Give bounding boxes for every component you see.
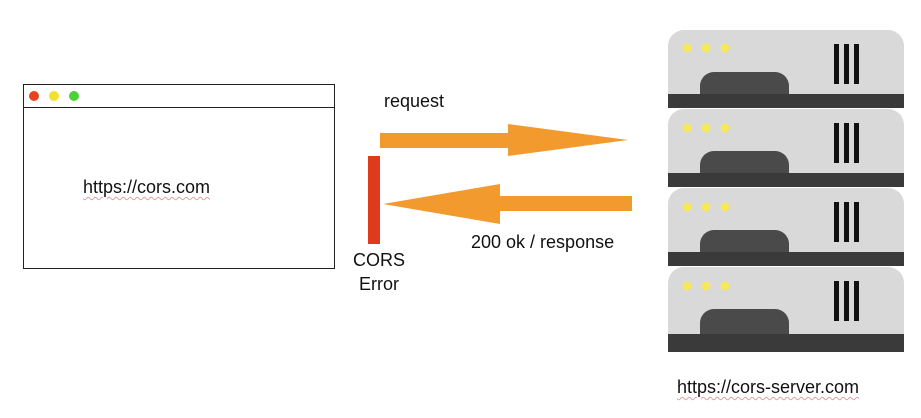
server-url-label: https://cors-server.com [677,377,860,397]
browser-titlebar [24,85,334,108]
server-unit [668,109,904,187]
server-rack [668,30,904,352]
response-arrow [383,184,632,224]
server-unit [668,267,904,352]
minimize-dot-icon [49,91,59,101]
request-arrow [380,124,628,156]
cors-error-bar [368,156,380,244]
browser-window: https://cors.com [23,84,335,269]
server-unit [668,188,904,266]
browser-url-label: https://cors.com [83,177,211,197]
request-label: request [384,91,445,111]
response-label: 200 ok / response [471,232,615,252]
close-dot-icon [29,91,39,101]
cors-error-label: CORS Error [344,248,414,296]
maximize-dot-icon [69,91,79,101]
cors-error-line1: CORS [352,250,405,270]
cors-error-line2: Error [359,274,399,294]
server-unit [668,30,904,108]
